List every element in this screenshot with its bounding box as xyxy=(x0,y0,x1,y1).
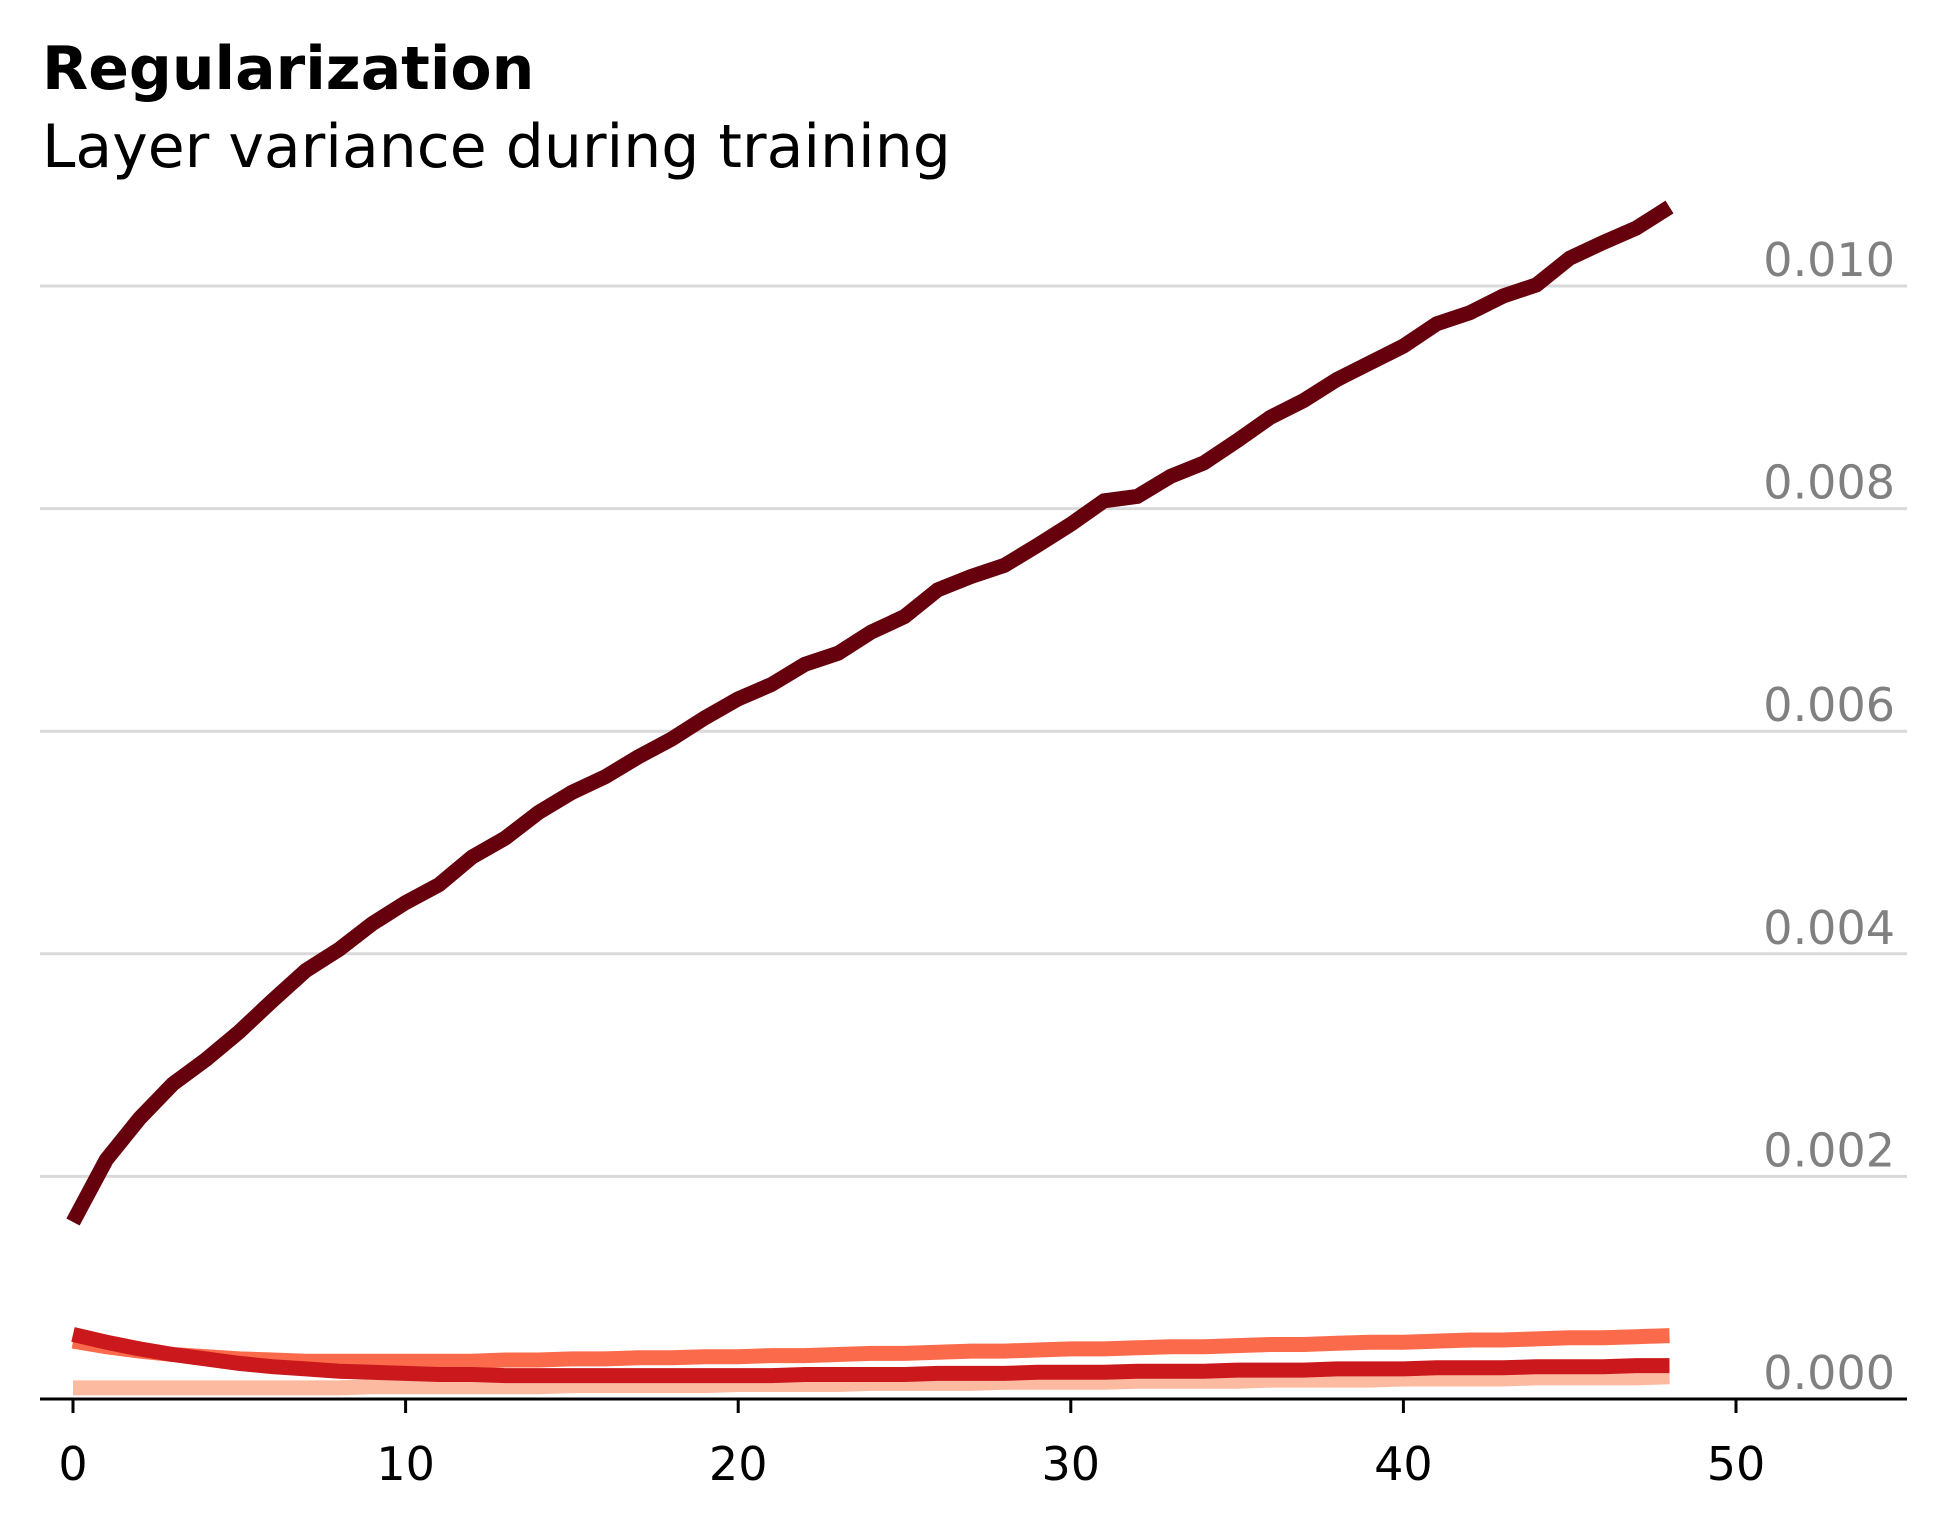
series-line-2 xyxy=(71,1328,1670,1369)
x-tick-label: 30 xyxy=(1042,1437,1101,1491)
series-line-3 xyxy=(71,1327,1670,1384)
x-tick-label: 50 xyxy=(1707,1437,1766,1491)
chart-title: Regularization xyxy=(42,34,535,104)
chart-subtitle: Layer variance during training xyxy=(42,112,951,182)
series-lines xyxy=(66,200,1674,1396)
y-tick-label: 0.004 xyxy=(1763,901,1895,955)
y-axis-ticks: 0.000 0.002 0.004 0.006 0.008 0.010 xyxy=(1763,233,1895,1400)
y-tick-label: 0.006 xyxy=(1763,678,1895,732)
y-tick-label: 0.000 xyxy=(1763,1346,1895,1400)
x-tick-label: 10 xyxy=(376,1437,435,1491)
y-tick-label: 0.010 xyxy=(1763,233,1895,287)
y-tick-label: 0.002 xyxy=(1763,1123,1895,1177)
x-tick-label: 40 xyxy=(1374,1437,1433,1491)
x-tick-label: 20 xyxy=(709,1437,768,1491)
series-line-4 xyxy=(66,200,1674,1226)
series-line-1 xyxy=(73,1369,1670,1396)
gridlines xyxy=(40,284,1907,1178)
x-axis-ticks: 0 10 20 30 40 50 xyxy=(58,1399,1765,1491)
y-tick-label: 0.008 xyxy=(1763,456,1895,510)
x-tick-label: 0 xyxy=(58,1437,87,1491)
